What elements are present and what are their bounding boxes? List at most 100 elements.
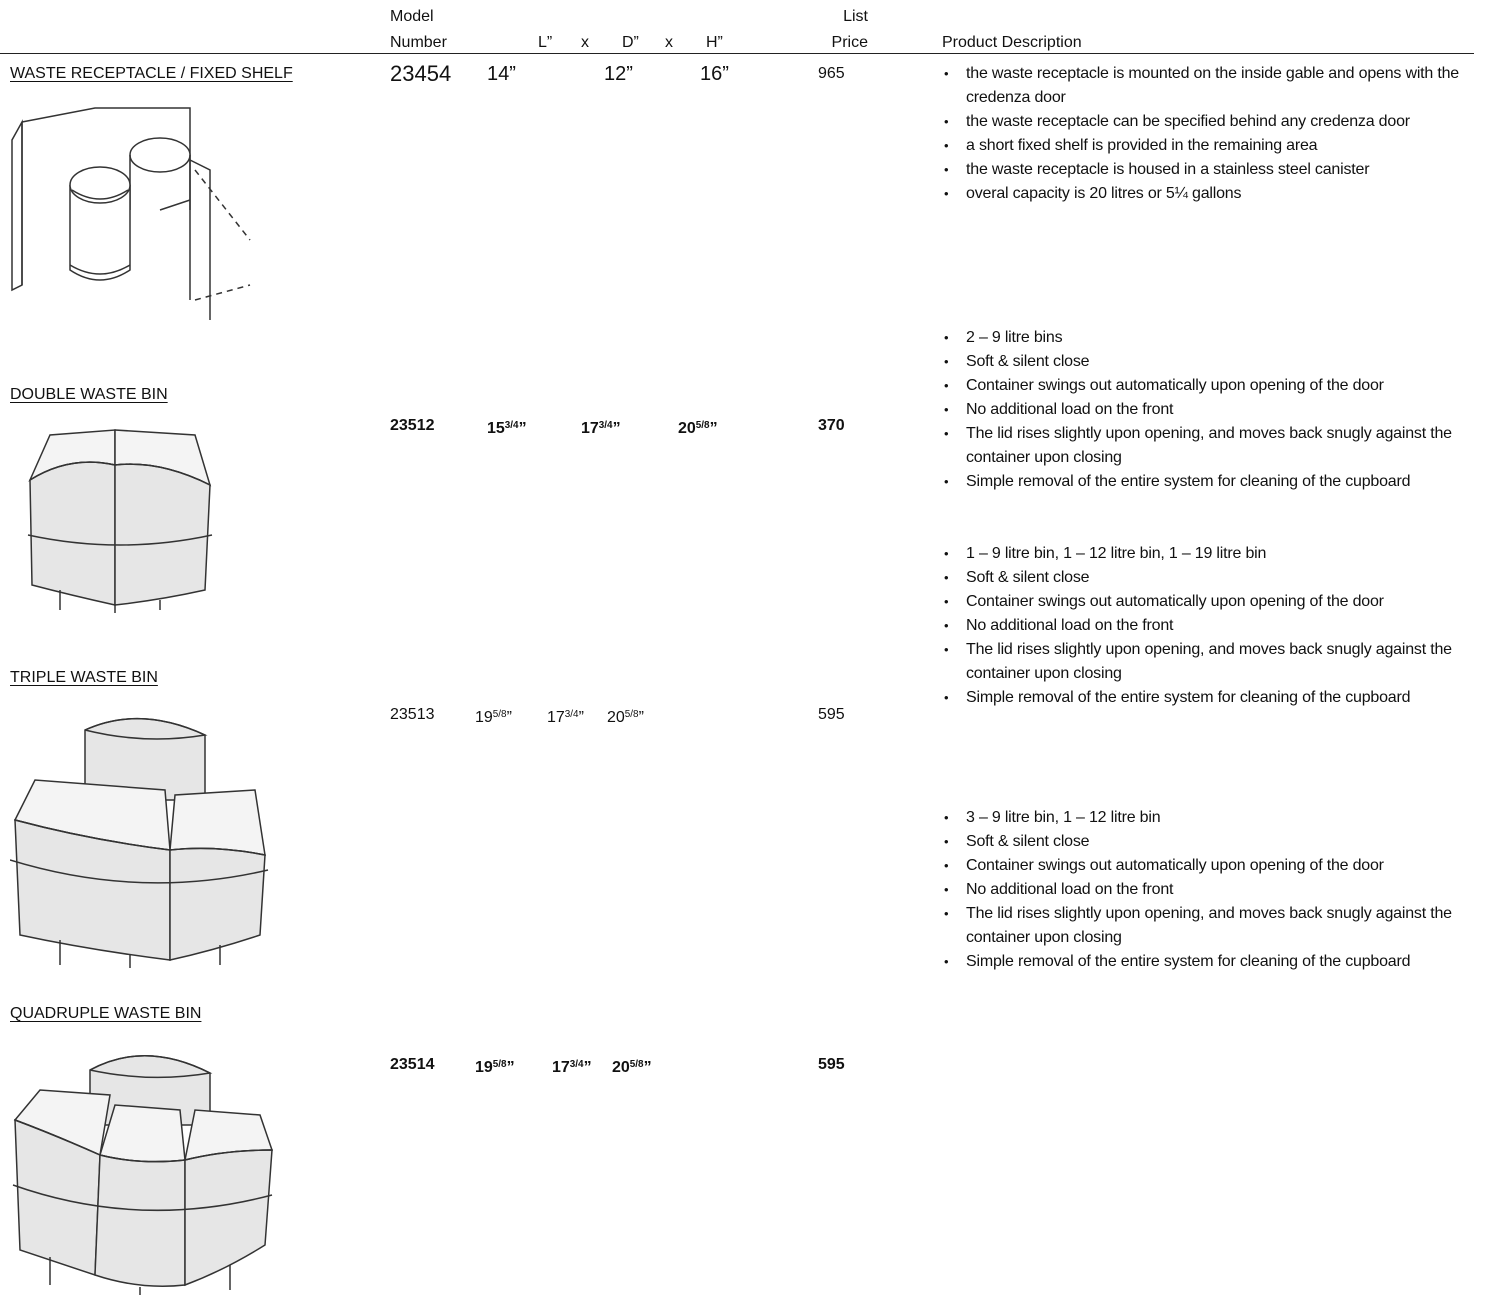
description-item: 1 – 9 litre bin, 1 – 12 litre bin, 1 – 1… (944, 542, 1492, 566)
dimension: 205/8” (607, 705, 644, 728)
dimension-unit: ” (506, 708, 512, 726)
dimension-unit: ” (509, 63, 516, 85)
header-height: H” (706, 34, 723, 51)
dimension-whole: 15 (487, 419, 505, 437)
dimension-whole: 17 (581, 419, 599, 437)
dimension-unit: ” (626, 63, 633, 85)
dimension-whole: 20 (612, 1058, 630, 1076)
dimension-whole: 12 (604, 63, 627, 85)
header-depth: D” (622, 34, 639, 51)
dimension-unit: ” (506, 1058, 515, 1076)
list-price: 595 (818, 706, 845, 723)
description-item: the waste receptacle can be specified be… (944, 110, 1492, 134)
header-rule (0, 53, 1474, 54)
dimension: 195/8” (475, 1055, 515, 1078)
dimension-fraction: 5/8 (624, 709, 639, 720)
description-item: Soft & silent close (944, 830, 1492, 854)
description-item: Container swings out automatically upon … (944, 854, 1492, 878)
dimension: 205/8” (678, 416, 718, 439)
dimension-fraction: 5/8 (492, 709, 507, 720)
header-model: Model (390, 8, 434, 25)
dimension: 12” (604, 64, 633, 84)
description-item: The lid rises slightly upon opening, and… (944, 638, 1492, 686)
description-item: a short fixed shelf is provided in the r… (944, 134, 1492, 158)
description-item: Simple removal of the entire system for … (944, 686, 1492, 710)
triple-bin-illustration (10, 717, 269, 968)
description-list: the waste receptacle is mounted on the i… (944, 62, 1492, 206)
model-number: 23454 (390, 61, 452, 86)
dimension-fraction: 3/4 (504, 420, 519, 431)
dimension-unit: ” (583, 1058, 592, 1076)
receptacle-illustration (11, 107, 251, 320)
dimension: 173/4” (581, 416, 621, 439)
description-list: 3 – 9 litre bin, 1 – 12 litre binSoft & … (944, 806, 1492, 974)
dimension: 16” (700, 64, 729, 84)
dimension-unit: ” (578, 708, 584, 726)
dimension: 153/4” (487, 416, 527, 439)
description-list: 1 – 9 litre bin, 1 – 12 litre bin, 1 – 1… (944, 542, 1492, 710)
description-item: the waste receptacle is mounted on the i… (944, 62, 1492, 110)
description-item: Container swings out automatically upon … (944, 590, 1492, 614)
model-number: 23512 (390, 417, 435, 434)
description-item: Simple removal of the entire system for … (944, 470, 1492, 494)
description-list: 2 – 9 litre binsSoft & silent closeConta… (944, 326, 1492, 494)
description-item: No additional load on the front (944, 878, 1492, 902)
model-number: 23514 (390, 1056, 435, 1073)
model-number: 23513 (390, 706, 435, 723)
dimension-whole: 16 (700, 63, 723, 85)
dimension-unit: ” (638, 708, 644, 726)
dimension-fraction: 5/8 (695, 420, 710, 431)
header-number: Number (390, 34, 447, 51)
dimension-unit: ” (709, 419, 718, 437)
product-name: WASTE RECEPTACLE / FIXED SHELF (10, 65, 293, 82)
dimension: 14” (487, 64, 516, 84)
dimension-fraction: 5/8 (629, 1059, 644, 1070)
dimension-whole: 19 (475, 708, 493, 726)
list-price: 370 (818, 417, 845, 434)
dimension: 205/8” (612, 1055, 652, 1078)
quadruple-bin-illustration (12, 1055, 274, 1295)
dimension-unit: ” (518, 419, 527, 437)
list-price: 965 (818, 65, 845, 82)
description-item: Simple removal of the entire system for … (944, 950, 1492, 974)
description-item: Soft & silent close (944, 350, 1492, 374)
dimension-fraction: 3/4 (569, 1059, 584, 1070)
dimension-unit: ” (612, 419, 621, 437)
dimension-unit: ” (722, 63, 729, 85)
dimension-whole: 14 (487, 63, 510, 85)
dimension-whole: 19 (475, 1058, 493, 1076)
dimension: 173/4” (547, 705, 584, 728)
dimension: 195/8” (475, 705, 512, 728)
header-price: Price (831, 34, 868, 51)
dimension-fraction: 5/8 (492, 1059, 507, 1070)
header-length: L” (538, 34, 553, 51)
dimension-whole: 17 (547, 708, 565, 726)
description-item: 3 – 9 litre bin, 1 – 12 litre bin (944, 806, 1492, 830)
product-name: QUADRUPLE WASTE BIN (10, 1005, 202, 1022)
dimension-whole: 20 (607, 708, 625, 726)
dimension: 173/4” (552, 1055, 592, 1078)
description-item: overal capacity is 20 litres or 5¼ gallo… (944, 182, 1492, 206)
double-bin-illustration (27, 429, 213, 613)
description-item: No additional load on the front (944, 398, 1492, 422)
description-item: No additional load on the front (944, 614, 1492, 638)
product-name: TRIPLE WASTE BIN (10, 669, 158, 686)
description-item: The lid rises slightly upon opening, and… (944, 422, 1492, 470)
dimension-fraction: 3/4 (564, 709, 579, 720)
dimension-unit: ” (643, 1058, 652, 1076)
description-item: Container swings out automatically upon … (944, 374, 1492, 398)
description-item: 2 – 9 litre bins (944, 326, 1492, 350)
dimension-fraction: 3/4 (598, 420, 613, 431)
dimension-whole: 20 (678, 419, 696, 437)
description-item: the waste receptacle is housed in a stai… (944, 158, 1492, 182)
dimension-whole: 17 (552, 1058, 570, 1076)
description-item: The lid rises slightly upon opening, and… (944, 902, 1492, 950)
header-list: List (843, 8, 868, 25)
product-name: DOUBLE WASTE BIN (10, 386, 168, 403)
header-times: x (665, 34, 673, 51)
header-description: Product Description (942, 34, 1082, 51)
list-price: 595 (818, 1056, 845, 1073)
description-item: Soft & silent close (944, 566, 1492, 590)
header-times: x (581, 34, 589, 51)
